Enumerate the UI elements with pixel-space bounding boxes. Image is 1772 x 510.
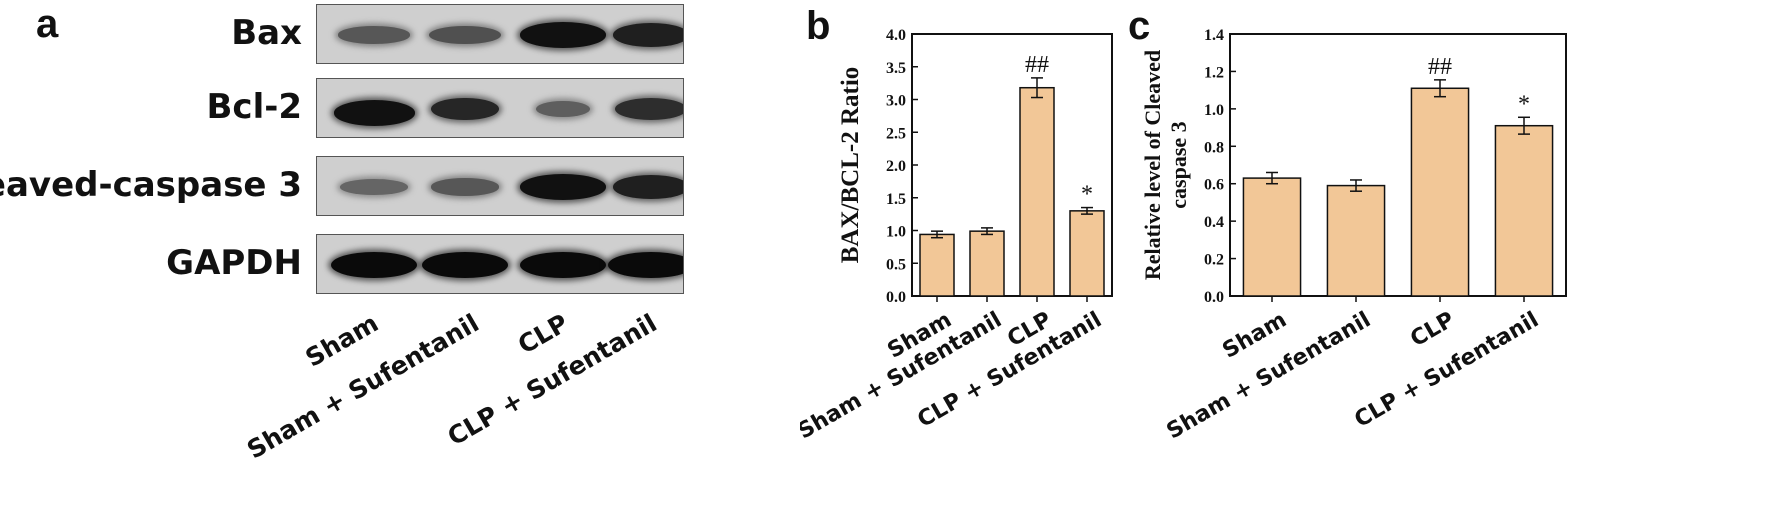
y-tick-label: 0.2 — [1204, 252, 1224, 269]
bar — [1242, 177, 1302, 297]
bar — [1326, 184, 1386, 297]
y-axis-label: BAX/BCL-2 Ratio — [837, 67, 864, 264]
bar — [1069, 210, 1105, 297]
y-tick-label: 1.2 — [1204, 64, 1224, 81]
bar — [1019, 86, 1055, 297]
significance-marker: ## — [1428, 54, 1452, 80]
y-tick-label: 1.0 — [1204, 102, 1224, 119]
blot-band — [520, 174, 606, 200]
y-tick-label: 2.5 — [886, 125, 906, 142]
category-label: CLP — [1406, 307, 1459, 352]
plot-frame — [1229, 33, 1567, 297]
blot-band — [608, 252, 683, 278]
y-axis-label: caspase 3 — [1166, 121, 1191, 208]
bar — [969, 230, 1005, 297]
panel-b-letter: b — [806, 4, 831, 48]
blot-row-label: GAPDH — [166, 243, 302, 283]
bar — [919, 233, 955, 297]
blot-band — [520, 252, 606, 278]
blot-band — [333, 100, 415, 126]
blot-band — [520, 22, 606, 48]
y-tick-label: 3.5 — [886, 60, 906, 77]
blot-band — [615, 98, 683, 120]
y-tick-label: 0.8 — [1204, 139, 1224, 156]
blot-row-label: Cleaved-caspase 3 — [0, 165, 302, 205]
blot-strip — [316, 78, 684, 138]
y-axis-label: Relative level of Cleaved — [1140, 50, 1165, 280]
significance-marker: * — [1081, 182, 1093, 208]
blot-band — [429, 26, 501, 44]
blot-strip — [316, 4, 684, 64]
blot-band — [331, 252, 417, 278]
lane-label: CLP — [513, 308, 574, 360]
y-tick-label: 2.0 — [886, 158, 906, 175]
bar — [1494, 124, 1554, 297]
blot-band — [431, 178, 499, 196]
y-tick-label: 1.0 — [886, 224, 906, 241]
blot-band — [422, 252, 508, 278]
lane-label: Sham — [300, 308, 384, 373]
blot-strip — [316, 234, 684, 294]
y-tick-label: 0.6 — [1204, 177, 1224, 194]
y-tick-label: 3.0 — [886, 93, 906, 110]
y-tick-label: 4.0 — [886, 27, 906, 44]
panel-c-letter: c — [1128, 4, 1151, 48]
blot-band — [431, 97, 499, 121]
blot-row-label: Bax — [231, 13, 302, 53]
y-tick-label: 0.5 — [886, 256, 906, 273]
y-tick-label: 0.0 — [1204, 289, 1224, 306]
blot-band — [338, 26, 410, 44]
y-tick-label: 0.0 — [886, 289, 906, 306]
blot-band — [536, 100, 590, 118]
y-tick-label: 1.5 — [886, 191, 906, 208]
blot-band — [612, 23, 683, 47]
blot-band — [340, 179, 408, 195]
significance-marker: ## — [1025, 52, 1049, 78]
panel-a-letter: a — [36, 2, 59, 46]
blot-strip — [316, 156, 684, 216]
y-tick-label: 0.4 — [1204, 214, 1224, 231]
blot-band — [612, 175, 683, 199]
significance-marker: * — [1518, 91, 1530, 117]
blot-row-label: Bcl-2 — [206, 87, 303, 127]
bar — [1410, 87, 1470, 297]
y-tick-label: 1.4 — [1204, 27, 1224, 44]
